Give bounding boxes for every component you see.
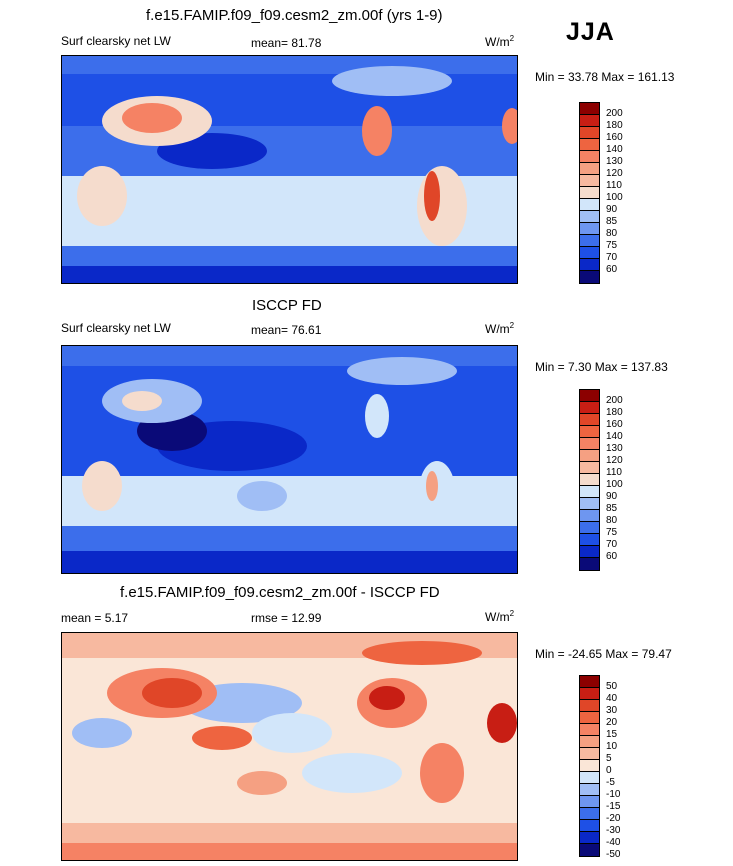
colorbar-tick: 50 — [606, 681, 618, 692]
colorbar-tick: 180 — [606, 120, 623, 131]
colorbar-tick: 85 — [606, 503, 618, 514]
colorbar-tick: 160 — [606, 132, 623, 143]
panel2-colorbar — [579, 389, 600, 571]
colorbar-tick: 30 — [606, 705, 618, 716]
colorbar-tick: 200 — [606, 395, 623, 406]
colorbar-tick: 60 — [606, 551, 618, 562]
panel3-rmse: rmse = 12.99 — [251, 611, 322, 625]
colorbar-tick: 10 — [606, 741, 618, 752]
colorbar-tick: -30 — [606, 825, 621, 836]
colorbar-tick: 70 — [606, 252, 618, 263]
colorbar-tick: 90 — [606, 204, 618, 215]
colorbar-tick: 130 — [606, 156, 623, 167]
colorbar-tick: 85 — [606, 216, 618, 227]
colorbar-tick: 40 — [606, 693, 618, 704]
colorbar-tick: 75 — [606, 240, 618, 251]
panel1-left-label: Surf clearsky net LW — [61, 34, 171, 48]
colorbar-tick: 15 — [606, 729, 618, 740]
season-label: JJA — [566, 18, 615, 46]
panel3-minmax: Min = -24.65 Max = 79.47 — [535, 647, 672, 661]
panel2-units: W/m2 — [485, 321, 515, 336]
colorbar-tick: 140 — [606, 431, 623, 442]
panel1-mean: mean= 81.78 — [251, 36, 322, 50]
colorbar-tick: 200 — [606, 108, 623, 119]
colorbar-tick: 80 — [606, 228, 618, 239]
panel3-units: W/m2 — [485, 609, 515, 624]
colorbar-tick: 110 — [606, 180, 622, 191]
colorbar-tick: -40 — [606, 837, 621, 848]
colorbar-tick: 75 — [606, 527, 618, 538]
panel1-colorbar — [579, 102, 600, 284]
colorbar-tick: -15 — [606, 801, 621, 812]
panel2-title: ISCCP FD — [252, 297, 322, 314]
colorbar-tick: 0 — [606, 765, 612, 776]
panel2-mean: mean= 76.61 — [251, 323, 322, 337]
colorbar-tick: 180 — [606, 407, 623, 418]
colorbar-tick: 20 — [606, 717, 618, 728]
panel3-mean: mean = 5.17 — [61, 611, 129, 625]
panel2-minmax: Min = 7.30 Max = 137.83 — [535, 360, 668, 374]
panel2-map-field — [62, 346, 517, 573]
panel3-title: f.e15.FAMIP.f09_f09.cesm2_zm.00f - ISCCP… — [120, 584, 440, 601]
panel1-map — [61, 55, 518, 284]
colorbar-tick: 130 — [606, 443, 623, 454]
colorbar-tick: 90 — [606, 491, 618, 502]
colorbar-tick: 160 — [606, 419, 623, 430]
panel1-units: W/m2 — [485, 34, 515, 49]
panel1-title: f.e15.FAMIP.f09_f09.cesm2_zm.00f (yrs 1-… — [146, 7, 443, 24]
panel3-colorbar — [579, 675, 600, 857]
colorbar-tick: -50 — [606, 849, 621, 860]
colorbar-tick: 80 — [606, 515, 618, 526]
panel2-map — [61, 345, 518, 574]
colorbar-tick: 70 — [606, 539, 618, 550]
colorbar-tick: 100 — [606, 479, 623, 490]
colorbar-tick: 5 — [606, 753, 612, 764]
colorbar-tick: 60 — [606, 264, 618, 275]
panel2-left-label: Surf clearsky net LW — [61, 321, 171, 335]
panel1-minmax: Min = 33.78 Max = 161.13 — [535, 70, 675, 84]
colorbar-tick: -20 — [606, 813, 621, 824]
colorbar-tick: -5 — [606, 777, 615, 788]
colorbar-tick: 110 — [606, 467, 622, 478]
panel1-map-field — [62, 56, 517, 283]
colorbar-tick: 100 — [606, 192, 623, 203]
colorbar-tick: 140 — [606, 144, 623, 155]
colorbar-tick: 120 — [606, 455, 623, 466]
panel3-map — [61, 632, 518, 861]
colorbar-tick: -10 — [606, 789, 621, 800]
panel3-map-field — [62, 633, 517, 860]
colorbar-tick: 120 — [606, 168, 623, 179]
